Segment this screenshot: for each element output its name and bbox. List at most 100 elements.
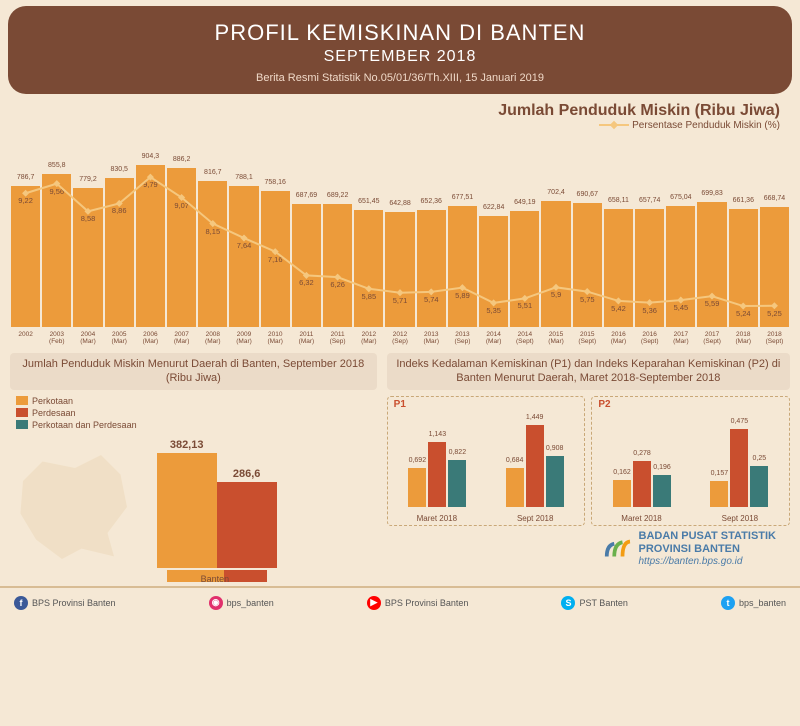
bar-col: 677,515,89 (448, 206, 477, 327)
pct-value: 6,26 (323, 280, 352, 289)
right-panel-title: Indeks Kedalaman Kemiskinan (P1) dan Ind… (387, 353, 790, 390)
bar-value: 642,88 (385, 200, 414, 207)
sub-bar-value: 0,157 (708, 470, 731, 477)
sub-bar: 0,475 (730, 429, 748, 507)
bar-value: 904,3 (136, 153, 165, 160)
bar: 830,5 (105, 178, 134, 327)
left-x-label: Banten (201, 574, 230, 584)
bar-col: 622,845,35 (479, 216, 508, 327)
pct-value: 7,64 (229, 241, 258, 250)
legend-swatch (16, 396, 28, 405)
social-label: BPS Provinsi Banten (32, 598, 116, 608)
bar: 689,22 (323, 204, 352, 327)
bar: 786,7 (11, 186, 40, 327)
bar-value: 661,36 (729, 197, 758, 204)
social-item[interactable]: ▶BPS Provinsi Banten (367, 596, 469, 610)
legend-swatch (16, 408, 28, 417)
bar-value: 699,83 (697, 190, 726, 197)
bar-col: 657,745,36 (635, 209, 664, 327)
org-block: BADAN PUSAT STATISTIK PROVINSI BANTEN ht… (401, 530, 776, 568)
x-tick: 2014(Sept) (509, 331, 540, 345)
p2-chart: P2 0,1620,2780,1960,1570,4750,25 Maret 2… (591, 396, 790, 526)
pct-value: 5,45 (666, 303, 695, 312)
sub-bar: 0,908 (546, 456, 564, 507)
x-tick: 2018(Mar) (728, 331, 759, 345)
legend-item: Perkotaan dan Perdesaan (16, 420, 137, 430)
bar: 702,4 (541, 201, 570, 327)
stacked-seg-perdesaan (224, 570, 267, 582)
pct-value: 8,86 (105, 206, 134, 215)
bar: 816,7 (198, 181, 227, 327)
sub-bar: 1,449 (526, 425, 544, 507)
bar-col: 687,696,32 (292, 204, 321, 327)
sub-x-tick: Maret 2018 (388, 514, 486, 523)
sub-bar: 1,143 (428, 442, 446, 506)
bar-col: 668,745,25 (760, 207, 789, 327)
social-item[interactable]: fBPS Provinsi Banten (14, 596, 116, 610)
bar: 687,69 (292, 204, 321, 327)
social-item[interactable]: tbps_banten (721, 596, 786, 610)
legend-label: Persentase Penduduk Miskin (%) (632, 120, 780, 131)
bar-value: 657,74 (635, 197, 664, 204)
sub-bar-value: 0,196 (650, 464, 673, 471)
bar-value: 788,1 (229, 174, 258, 181)
sub-bar-value: 1,143 (426, 431, 449, 438)
left-legend: Perkotaan Perdesaan Perkotaan dan Perdesaa… (10, 396, 137, 432)
bar-col: 855,89,56 (42, 174, 71, 327)
pct-value: 6,32 (292, 278, 321, 287)
pct-value: 5,85 (354, 292, 383, 301)
social-item[interactable]: ◉bps_banten (209, 596, 274, 610)
bar-col: 702,45,9 (541, 201, 570, 327)
bar-col: 651,455,85 (354, 210, 383, 327)
sub-x-tick: Sept 2018 (691, 514, 789, 523)
bar-col: 652,365,74 (417, 210, 446, 327)
bar-col: 699,835,59 (697, 202, 726, 327)
bar-value: 830,5 (105, 166, 134, 173)
legend-label: Perkotaan (32, 396, 73, 406)
bar-group: 0,6841,4490,908 (491, 425, 578, 507)
bar-value: 687,69 (292, 192, 321, 199)
x-tick: 2015(Mar) (540, 331, 571, 345)
legend-line-marker (599, 124, 629, 126)
pct-value: 5,24 (729, 309, 758, 318)
bar: 788,1 (229, 186, 258, 327)
x-tick: 2015(Sept) (572, 331, 603, 345)
social-label: BPS Provinsi Banten (385, 598, 469, 608)
sub-bar: 0,196 (653, 475, 671, 507)
p2-label: P2 (598, 399, 610, 410)
sub-bar: 0,684 (506, 468, 524, 506)
pct-value: 5,42 (604, 304, 633, 313)
footer: fBPS Provinsi Banten◉bps_banten▶BPS Prov… (0, 586, 800, 616)
bar-value: 668,74 (760, 195, 789, 202)
subtitle: SEPTEMBER 2018 (8, 48, 792, 66)
bar-col: 661,365,24 (729, 209, 758, 327)
bar: 651,45 (354, 210, 383, 327)
legend-item: Perdesaan (16, 408, 137, 418)
x-tick: 2011(Mar) (291, 331, 322, 345)
sub-bar-value: 0,162 (610, 469, 633, 476)
pct-value: 5,59 (697, 299, 726, 308)
social-label: PST Banten (579, 598, 627, 608)
bar-value: 758,16 (261, 179, 290, 186)
pct-value: 5,25 (760, 309, 789, 318)
x-tick: 2017(Mar) (665, 331, 696, 345)
bar: 652,36 (417, 210, 446, 327)
bar-col: 786,79,22 (11, 186, 40, 327)
bar-col: 658,115,42 (604, 209, 633, 327)
bar-col: 689,226,26 (323, 204, 352, 327)
x-tick: 2004(Mar) (72, 331, 103, 345)
bar-group: 0,6921,1430,822 (394, 442, 481, 506)
main-chart-legend: Persentase Penduduk Miskin (%) (10, 120, 790, 131)
sub-bar-value: 0,692 (406, 457, 429, 464)
legend-swatch (16, 420, 28, 429)
pct-value: 9,56 (42, 187, 71, 196)
x-tick: 2003(Feb) (41, 331, 72, 345)
bar: 690,67 (573, 203, 602, 327)
social-label: bps_banten (739, 598, 786, 608)
social-item[interactable]: SPST Banten (561, 596, 627, 610)
social-icon: ◉ (209, 596, 223, 610)
sub-bar-value: 1,449 (523, 414, 546, 421)
sub-bar-value: 0,684 (503, 457, 526, 464)
bar-value: 651,45 (354, 198, 383, 205)
header: PROFIL KEMISKINAN DI BANTEN SEPTEMBER 20… (8, 6, 792, 94)
